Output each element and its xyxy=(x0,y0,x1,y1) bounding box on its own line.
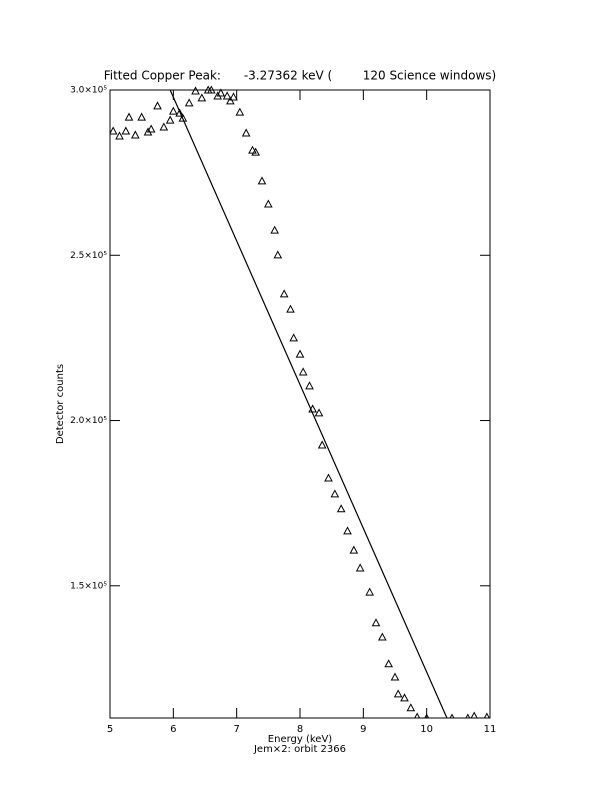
y-tick-label: 2.5×10⁵ xyxy=(70,251,107,261)
data-point xyxy=(295,349,305,358)
data-point xyxy=(465,713,471,718)
data-point xyxy=(146,124,156,133)
data-point xyxy=(130,130,140,139)
data-point xyxy=(279,289,289,298)
data-point xyxy=(168,106,178,115)
y-axis-label: Detector counts xyxy=(55,364,66,444)
data-point xyxy=(251,147,261,156)
data-point xyxy=(235,107,245,116)
data-point xyxy=(165,115,175,124)
data-point xyxy=(324,473,333,482)
data-point xyxy=(343,526,352,535)
data-point xyxy=(273,250,283,259)
data-point xyxy=(191,86,200,95)
chart-title: Fitted Copper Peak: -3.27362 keV ( 120 S… xyxy=(104,69,497,83)
data-point xyxy=(222,91,232,100)
data-point xyxy=(390,672,400,681)
data-point xyxy=(371,618,381,627)
data-point xyxy=(159,122,169,131)
data-point xyxy=(153,101,162,110)
data-point xyxy=(336,504,346,513)
data-point xyxy=(175,108,185,117)
data-point xyxy=(225,96,235,105)
x-tick-label: 5 xyxy=(107,724,113,735)
data-point xyxy=(406,703,416,712)
data-point xyxy=(197,93,207,102)
data-point xyxy=(289,333,299,342)
x-tick-label: 6 xyxy=(170,724,176,735)
data-point xyxy=(263,199,273,208)
data-point xyxy=(424,713,430,718)
x-tick-label: 11 xyxy=(484,724,497,735)
data-point xyxy=(365,587,375,596)
data-point xyxy=(206,85,216,94)
data-point xyxy=(286,304,295,313)
data-point xyxy=(124,112,134,121)
data-point xyxy=(355,563,365,572)
data-point xyxy=(470,711,478,718)
x-tick-label: 9 xyxy=(360,724,366,735)
data-point xyxy=(257,176,267,185)
data-point xyxy=(110,126,118,135)
data-point xyxy=(377,632,387,641)
x-axis-label: Energy (keV) xyxy=(268,734,333,745)
y-tick-label: 1.5×10⁵ xyxy=(70,581,107,591)
data-point xyxy=(137,112,147,121)
data-point xyxy=(400,693,409,702)
x-tick-label: 8 xyxy=(297,724,303,735)
data-point xyxy=(393,689,403,698)
data-point xyxy=(178,113,188,122)
x-tick-label: 10 xyxy=(420,724,433,735)
data-point xyxy=(216,88,226,97)
data-point xyxy=(229,92,238,101)
data-point xyxy=(121,126,131,135)
fit-line xyxy=(169,89,448,718)
data-point xyxy=(305,381,314,390)
x-tick-label: 7 xyxy=(233,724,239,735)
plot-area xyxy=(110,85,490,718)
plot-frame xyxy=(109,89,491,719)
data-point xyxy=(184,98,194,107)
data-point xyxy=(314,408,324,417)
data-point xyxy=(414,712,421,718)
y-tick-label: 2.0×10⁵ xyxy=(70,416,107,426)
data-point xyxy=(449,713,455,718)
data-point xyxy=(115,131,124,140)
data-point xyxy=(483,712,490,718)
data-point xyxy=(298,367,308,376)
data-point xyxy=(241,128,251,137)
data-point xyxy=(384,659,394,668)
data-point xyxy=(317,440,327,449)
subtitle: Jem×2: orbit 2366 xyxy=(253,744,346,755)
data-point xyxy=(248,145,257,154)
y-tick-label: 3.0×10⁵ xyxy=(70,86,107,96)
data-point xyxy=(349,545,359,554)
data-point xyxy=(270,225,280,234)
data-point xyxy=(330,489,340,498)
